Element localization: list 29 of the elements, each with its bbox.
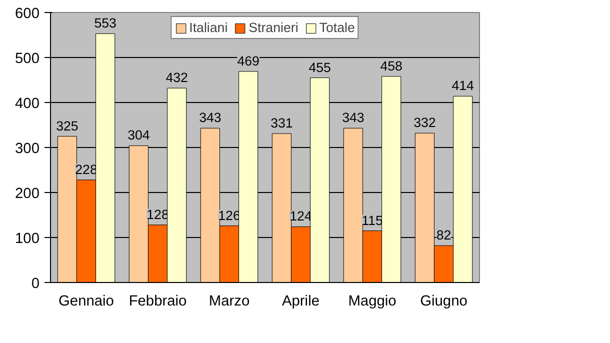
y-tick-label: 200	[15, 186, 40, 202]
data-label: 332	[414, 115, 436, 130]
data-label: 325	[56, 118, 78, 134]
data-label: 455	[308, 60, 331, 75]
y-tick-label: 100	[15, 231, 40, 247]
x-tick-label: Giugno	[420, 294, 468, 310]
x-tick-label: Marzo	[208, 294, 250, 310]
data-label: 553	[94, 16, 116, 31]
data-label: 331	[270, 116, 293, 131]
x-tick-label: Aprile	[282, 294, 320, 310]
y-tick-label: 400	[15, 96, 40, 112]
legend-label: Stranieri	[248, 20, 298, 35]
data-label: 343	[199, 110, 222, 126]
data-label: 414	[452, 78, 475, 94]
legend-label: Italiani	[189, 20, 228, 35]
y-tick-label: 300	[15, 141, 40, 157]
legend-label: Totale	[319, 20, 355, 35]
y-tick-label: 600	[15, 6, 40, 22]
data-label: 469	[237, 53, 260, 68]
x-tick-label: Gennaio	[58, 294, 114, 310]
data-label: 458	[380, 58, 402, 74]
data-label: 82	[436, 228, 452, 243]
y-tick-label: 500	[15, 51, 40, 67]
data-label: 304	[128, 128, 150, 143]
x-tick-label: Maggio	[348, 294, 396, 310]
x-tick-label: Febbraio	[128, 294, 187, 310]
y-tick-label: 0	[31, 276, 40, 292]
data-label: 343	[342, 110, 364, 126]
data-label: 432	[166, 70, 188, 86]
